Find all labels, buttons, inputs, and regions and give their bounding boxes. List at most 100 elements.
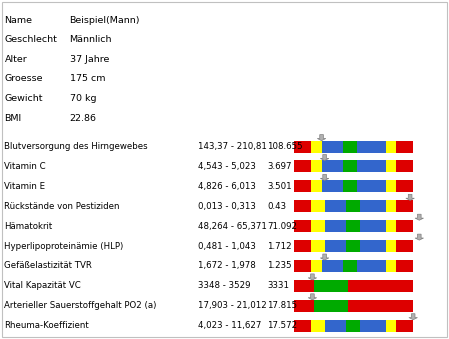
Text: Vitamin C: Vitamin C: [4, 162, 46, 171]
Text: Gewicht: Gewicht: [4, 94, 43, 103]
Text: Vitamin E: Vitamin E: [4, 182, 46, 191]
Text: 37 Jahre: 37 Jahre: [70, 55, 109, 64]
Bar: [348, 300, 413, 312]
Text: 48,264 - 65,371: 48,264 - 65,371: [198, 222, 266, 231]
Text: 175 cm: 175 cm: [70, 75, 105, 83]
Bar: [360, 320, 386, 332]
Bar: [325, 220, 346, 232]
Bar: [357, 260, 386, 272]
Polygon shape: [415, 214, 423, 220]
Text: 1.712: 1.712: [267, 242, 292, 251]
Text: Gefäßelastizität TVR: Gefäßelastizität TVR: [4, 261, 92, 271]
Text: Beispiel(Mann): Beispiel(Mann): [70, 16, 140, 24]
Bar: [294, 240, 311, 252]
Text: Blutversorgung des Hirngewebes: Blutversorgung des Hirngewebes: [4, 142, 148, 151]
Text: 22.86: 22.86: [70, 114, 97, 123]
Text: 3.697: 3.697: [267, 162, 292, 171]
Text: 17,903 - 21,012: 17,903 - 21,012: [198, 301, 266, 310]
Bar: [311, 200, 325, 212]
Bar: [386, 200, 396, 212]
Text: Männlich: Männlich: [70, 35, 112, 44]
Text: Arterieller Sauerstoffgehalt PO2 (a): Arterieller Sauerstoffgehalt PO2 (a): [4, 301, 157, 310]
Bar: [360, 200, 386, 212]
Text: 1.235: 1.235: [267, 261, 292, 271]
Bar: [343, 141, 357, 153]
Bar: [311, 240, 325, 252]
Bar: [325, 200, 346, 212]
Text: 0,013 - 0,313: 0,013 - 0,313: [198, 202, 255, 211]
Bar: [343, 260, 357, 272]
Text: 71.092: 71.092: [267, 222, 297, 231]
Text: BMI: BMI: [4, 114, 22, 123]
Text: 0.43: 0.43: [267, 202, 286, 211]
Text: 70 kg: 70 kg: [70, 94, 96, 103]
Bar: [396, 141, 413, 153]
Bar: [343, 180, 357, 192]
Text: 108.655: 108.655: [267, 142, 303, 151]
Bar: [396, 320, 413, 332]
Bar: [294, 180, 311, 192]
Text: 4,023 - 11,627: 4,023 - 11,627: [198, 321, 261, 330]
Bar: [396, 220, 413, 232]
Text: 3.501: 3.501: [267, 182, 292, 191]
Polygon shape: [415, 234, 423, 240]
Bar: [321, 160, 343, 173]
Bar: [386, 180, 396, 192]
Text: Vital Kapazität VC: Vital Kapazität VC: [4, 281, 81, 291]
Bar: [348, 280, 413, 292]
Bar: [357, 141, 386, 153]
Text: Geschlecht: Geschlecht: [4, 35, 57, 44]
Bar: [294, 320, 311, 332]
Bar: [386, 260, 396, 272]
Text: 17.815: 17.815: [267, 301, 297, 310]
Bar: [314, 280, 348, 292]
Bar: [325, 240, 346, 252]
Bar: [311, 260, 321, 272]
Bar: [311, 141, 321, 153]
Bar: [343, 160, 357, 173]
Polygon shape: [320, 254, 329, 260]
Text: 1,672 - 1,978: 1,672 - 1,978: [198, 261, 255, 271]
Bar: [346, 220, 360, 232]
Bar: [396, 260, 413, 272]
Text: Alter: Alter: [4, 55, 27, 64]
Bar: [386, 141, 396, 153]
Bar: [321, 180, 343, 192]
Text: 3348 - 3529: 3348 - 3529: [198, 281, 250, 291]
Bar: [346, 320, 360, 332]
Polygon shape: [406, 194, 414, 200]
Polygon shape: [317, 135, 326, 141]
Bar: [357, 160, 386, 173]
Polygon shape: [308, 274, 317, 280]
Bar: [294, 300, 314, 312]
Text: Groesse: Groesse: [4, 75, 43, 83]
Bar: [357, 180, 386, 192]
Bar: [396, 160, 413, 173]
Bar: [294, 260, 311, 272]
Bar: [321, 141, 343, 153]
Polygon shape: [320, 175, 329, 180]
Bar: [386, 220, 396, 232]
Text: 17.572: 17.572: [267, 321, 297, 330]
Bar: [294, 280, 314, 292]
Bar: [396, 200, 413, 212]
Bar: [386, 160, 396, 173]
Bar: [321, 260, 343, 272]
Bar: [294, 141, 311, 153]
Bar: [314, 300, 348, 312]
Text: Hämatokrit: Hämatokrit: [4, 222, 53, 231]
Bar: [311, 160, 321, 173]
Bar: [311, 180, 321, 192]
Bar: [386, 240, 396, 252]
Bar: [396, 180, 413, 192]
Polygon shape: [308, 294, 317, 300]
Text: Name: Name: [4, 16, 32, 24]
Text: 4,543 - 5,023: 4,543 - 5,023: [198, 162, 255, 171]
Polygon shape: [409, 314, 418, 320]
Bar: [346, 240, 360, 252]
Bar: [396, 240, 413, 252]
Polygon shape: [320, 155, 329, 160]
Text: Hyperlipoproteinämie (HLP): Hyperlipoproteinämie (HLP): [4, 242, 124, 251]
Text: 0,481 - 1,043: 0,481 - 1,043: [198, 242, 255, 251]
Bar: [294, 160, 311, 173]
